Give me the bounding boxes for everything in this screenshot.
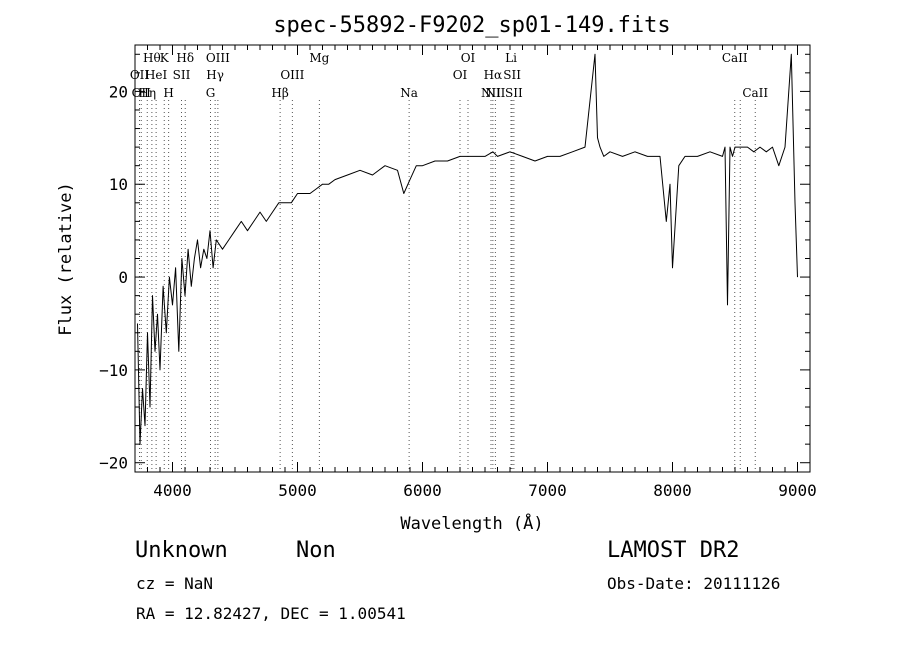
x-tick-label: 6000 <box>403 481 442 500</box>
line-label: Hθ <box>143 51 161 65</box>
line-label: NII <box>485 86 505 100</box>
y-tick-label: −10 <box>99 361 128 380</box>
x-tick-label: 4000 <box>153 481 192 500</box>
y-tick-label: 10 <box>109 175 128 194</box>
line-label: SII <box>173 68 191 82</box>
line-label: Hα <box>484 68 503 82</box>
chart-title: spec-55892-F9202_sp01-149.fits <box>273 13 670 38</box>
y-axis-label: Flux (relative) <box>56 182 76 336</box>
line-label: OIII <box>280 68 304 82</box>
line-label: Na <box>400 86 418 100</box>
line-label: SII <box>505 86 523 100</box>
line-label: H <box>163 86 173 100</box>
observation-date: Obs-Date: 20111126 <box>607 574 781 593</box>
spectrum-line <box>137 53 798 445</box>
survey-name: LAMOST DR2 <box>607 538 740 563</box>
plot-frame <box>134 44 811 473</box>
spectral-line-labels: OIIOIIHηHθHeIKHSIIHδGHγOIIIHβOIIIMgNaOIO… <box>130 51 769 100</box>
x-tick-label: 8000 <box>653 481 692 500</box>
line-label: Li <box>505 51 517 65</box>
x-tick-label: 5000 <box>278 481 317 500</box>
y-tick-label: 0 <box>118 268 128 287</box>
line-label: OIII <box>206 51 230 65</box>
line-label: G <box>206 86 216 100</box>
y-axis: −20 −10 0 10 20 <box>99 53 810 473</box>
spectral-subclass: Non <box>296 538 336 563</box>
line-label: HeI <box>145 68 168 82</box>
line-label: OI <box>461 51 476 65</box>
line-label: OI <box>453 68 468 82</box>
line-label: K <box>160 51 170 65</box>
line-label: NII <box>481 86 501 100</box>
spectral-line-markers <box>139 100 756 472</box>
y-tick-label: 20 <box>109 82 128 101</box>
line-label: CaII <box>722 51 748 65</box>
line-label: Hδ <box>176 51 194 65</box>
line-label: CaII <box>742 86 768 100</box>
y-tick-label: −20 <box>99 454 128 473</box>
x-tick-label: 9000 <box>778 481 817 500</box>
x-axis-label: Wavelength (Å) <box>400 512 543 534</box>
coordinates-ra-dec: RA = 12.82427, DEC = 1.00541 <box>136 604 406 623</box>
line-label: OII <box>132 86 152 100</box>
x-tick-label: 7000 <box>528 481 567 500</box>
line-label: Hη <box>138 86 156 100</box>
spectral-class: Unknown <box>135 538 228 563</box>
line-label: Hγ <box>206 68 224 82</box>
redshift-cz: cz = NaN <box>136 574 214 593</box>
line-label: Hβ <box>271 86 288 100</box>
line-label: SII <box>503 68 521 82</box>
x-axis: 4000 5000 6000 7000 8000 9000 <box>134 45 817 500</box>
line-label: Mg <box>309 51 329 65</box>
